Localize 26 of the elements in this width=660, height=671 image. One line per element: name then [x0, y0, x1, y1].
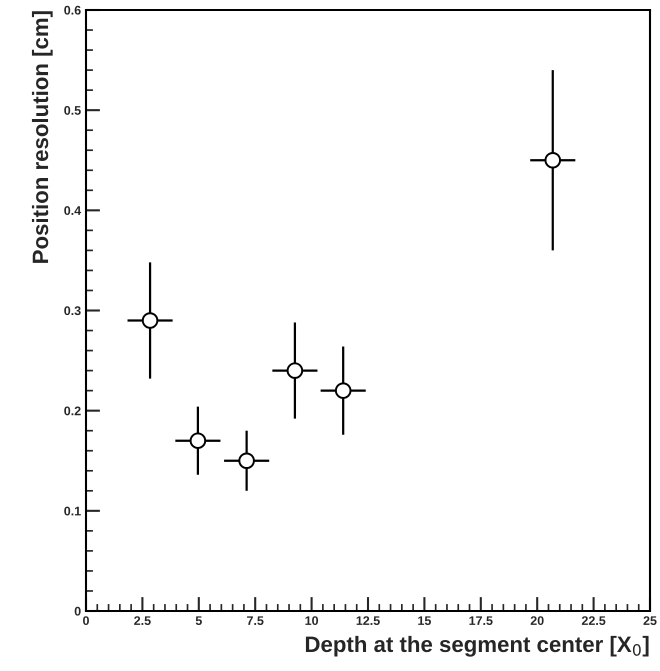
y-tick-label: 0.3 — [64, 306, 81, 316]
x-tick-label: 10 — [305, 616, 318, 626]
point — [238, 452, 255, 470]
y-axis-title: Position resolution [cm] — [32, 11, 53, 263]
x-tick-label: 0 — [83, 616, 89, 626]
point — [286, 362, 304, 379]
x-tick-label: 25 — [643, 616, 657, 626]
point — [334, 382, 352, 399]
x-axis-title: Depth at the segment center [X$_{0}$] — [306, 636, 649, 657]
x-tick-label: 22.5 — [582, 616, 606, 626]
x-tick-label: 15 — [418, 616, 432, 626]
y-tick-label: 0.6 — [64, 6, 81, 15]
point — [142, 312, 158, 329]
x-tick-label: 17.5 — [469, 616, 493, 626]
y-tick-label: 0.1 — [64, 506, 81, 516]
x-tick-label: 5 — [196, 616, 202, 626]
x-tick-label: 7.5 — [247, 616, 264, 626]
x-tick-label: 2.5 — [134, 616, 151, 626]
x-tick-label: 12.5 — [356, 616, 380, 626]
y-tick-label: 0 — [74, 606, 81, 616]
y-tick-label: 0.4 — [64, 206, 82, 215]
y-tick-label: 0.2 — [64, 406, 81, 416]
point — [190, 432, 206, 449]
point — [544, 152, 562, 169]
x-tick-label: 20 — [530, 616, 544, 626]
y-tick-label: 0.5 — [64, 106, 81, 115]
